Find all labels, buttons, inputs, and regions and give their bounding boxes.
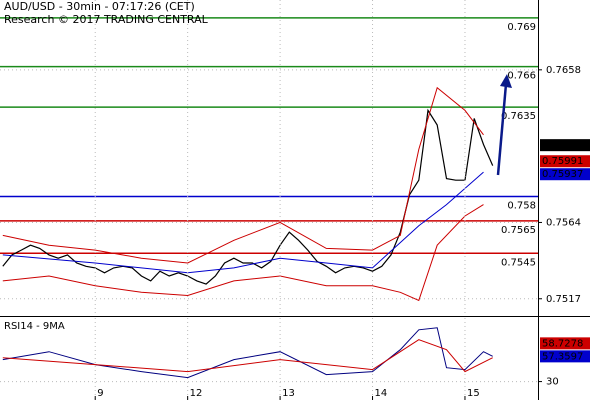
series-line: [2, 327, 493, 379]
price-tag: [540, 337, 590, 350]
level-label: 0.766: [507, 71, 536, 82]
rsi-title: RSI14 - 9MA: [4, 321, 65, 332]
y-tick-label: 0.7564: [546, 217, 581, 228]
series-line: [2, 108, 494, 285]
price-tag-label: 0.75937: [542, 169, 583, 180]
price-tag: [540, 350, 590, 363]
x-tick-label: 12: [190, 388, 203, 399]
y-tick-label: 30: [546, 377, 559, 388]
price-tag: [540, 155, 590, 168]
x-tick-label: 14: [375, 388, 388, 399]
price-tag: [540, 168, 590, 181]
series-line: [2, 339, 493, 373]
x-tick-label: 9: [97, 388, 103, 399]
x-tick-label: 15: [467, 388, 480, 399]
level-label: 0.7545: [501, 257, 536, 268]
level-label: 0.758: [507, 200, 536, 211]
x-tick-label: 13: [282, 388, 295, 399]
price-tag: [540, 139, 590, 152]
price-tag-label: 0.75991: [542, 156, 583, 167]
y-tick-label: 0.7517: [546, 294, 581, 305]
level-label: 0.7565: [501, 225, 536, 236]
y-tick-label: 0.7658: [546, 65, 581, 76]
price-tag-label: 0.76116: [542, 140, 583, 151]
series-line: [2, 204, 484, 302]
level-label: 0.7635: [501, 111, 536, 122]
price-tag-label: 58.7278: [542, 338, 583, 349]
series-line: [2, 171, 484, 274]
series-line: [2, 86, 484, 264]
projection-arrow: [496, 83, 508, 176]
chart-subtitle: Research © 2017 TRADING CENTRAL: [4, 13, 209, 26]
arrow-head: [500, 74, 512, 88]
level-label: 0.769: [507, 22, 536, 33]
price-tag-label: 57.3597: [542, 351, 583, 362]
chart-title: AUD/USD - 30min - 07:17:26 (CET): [4, 0, 195, 13]
